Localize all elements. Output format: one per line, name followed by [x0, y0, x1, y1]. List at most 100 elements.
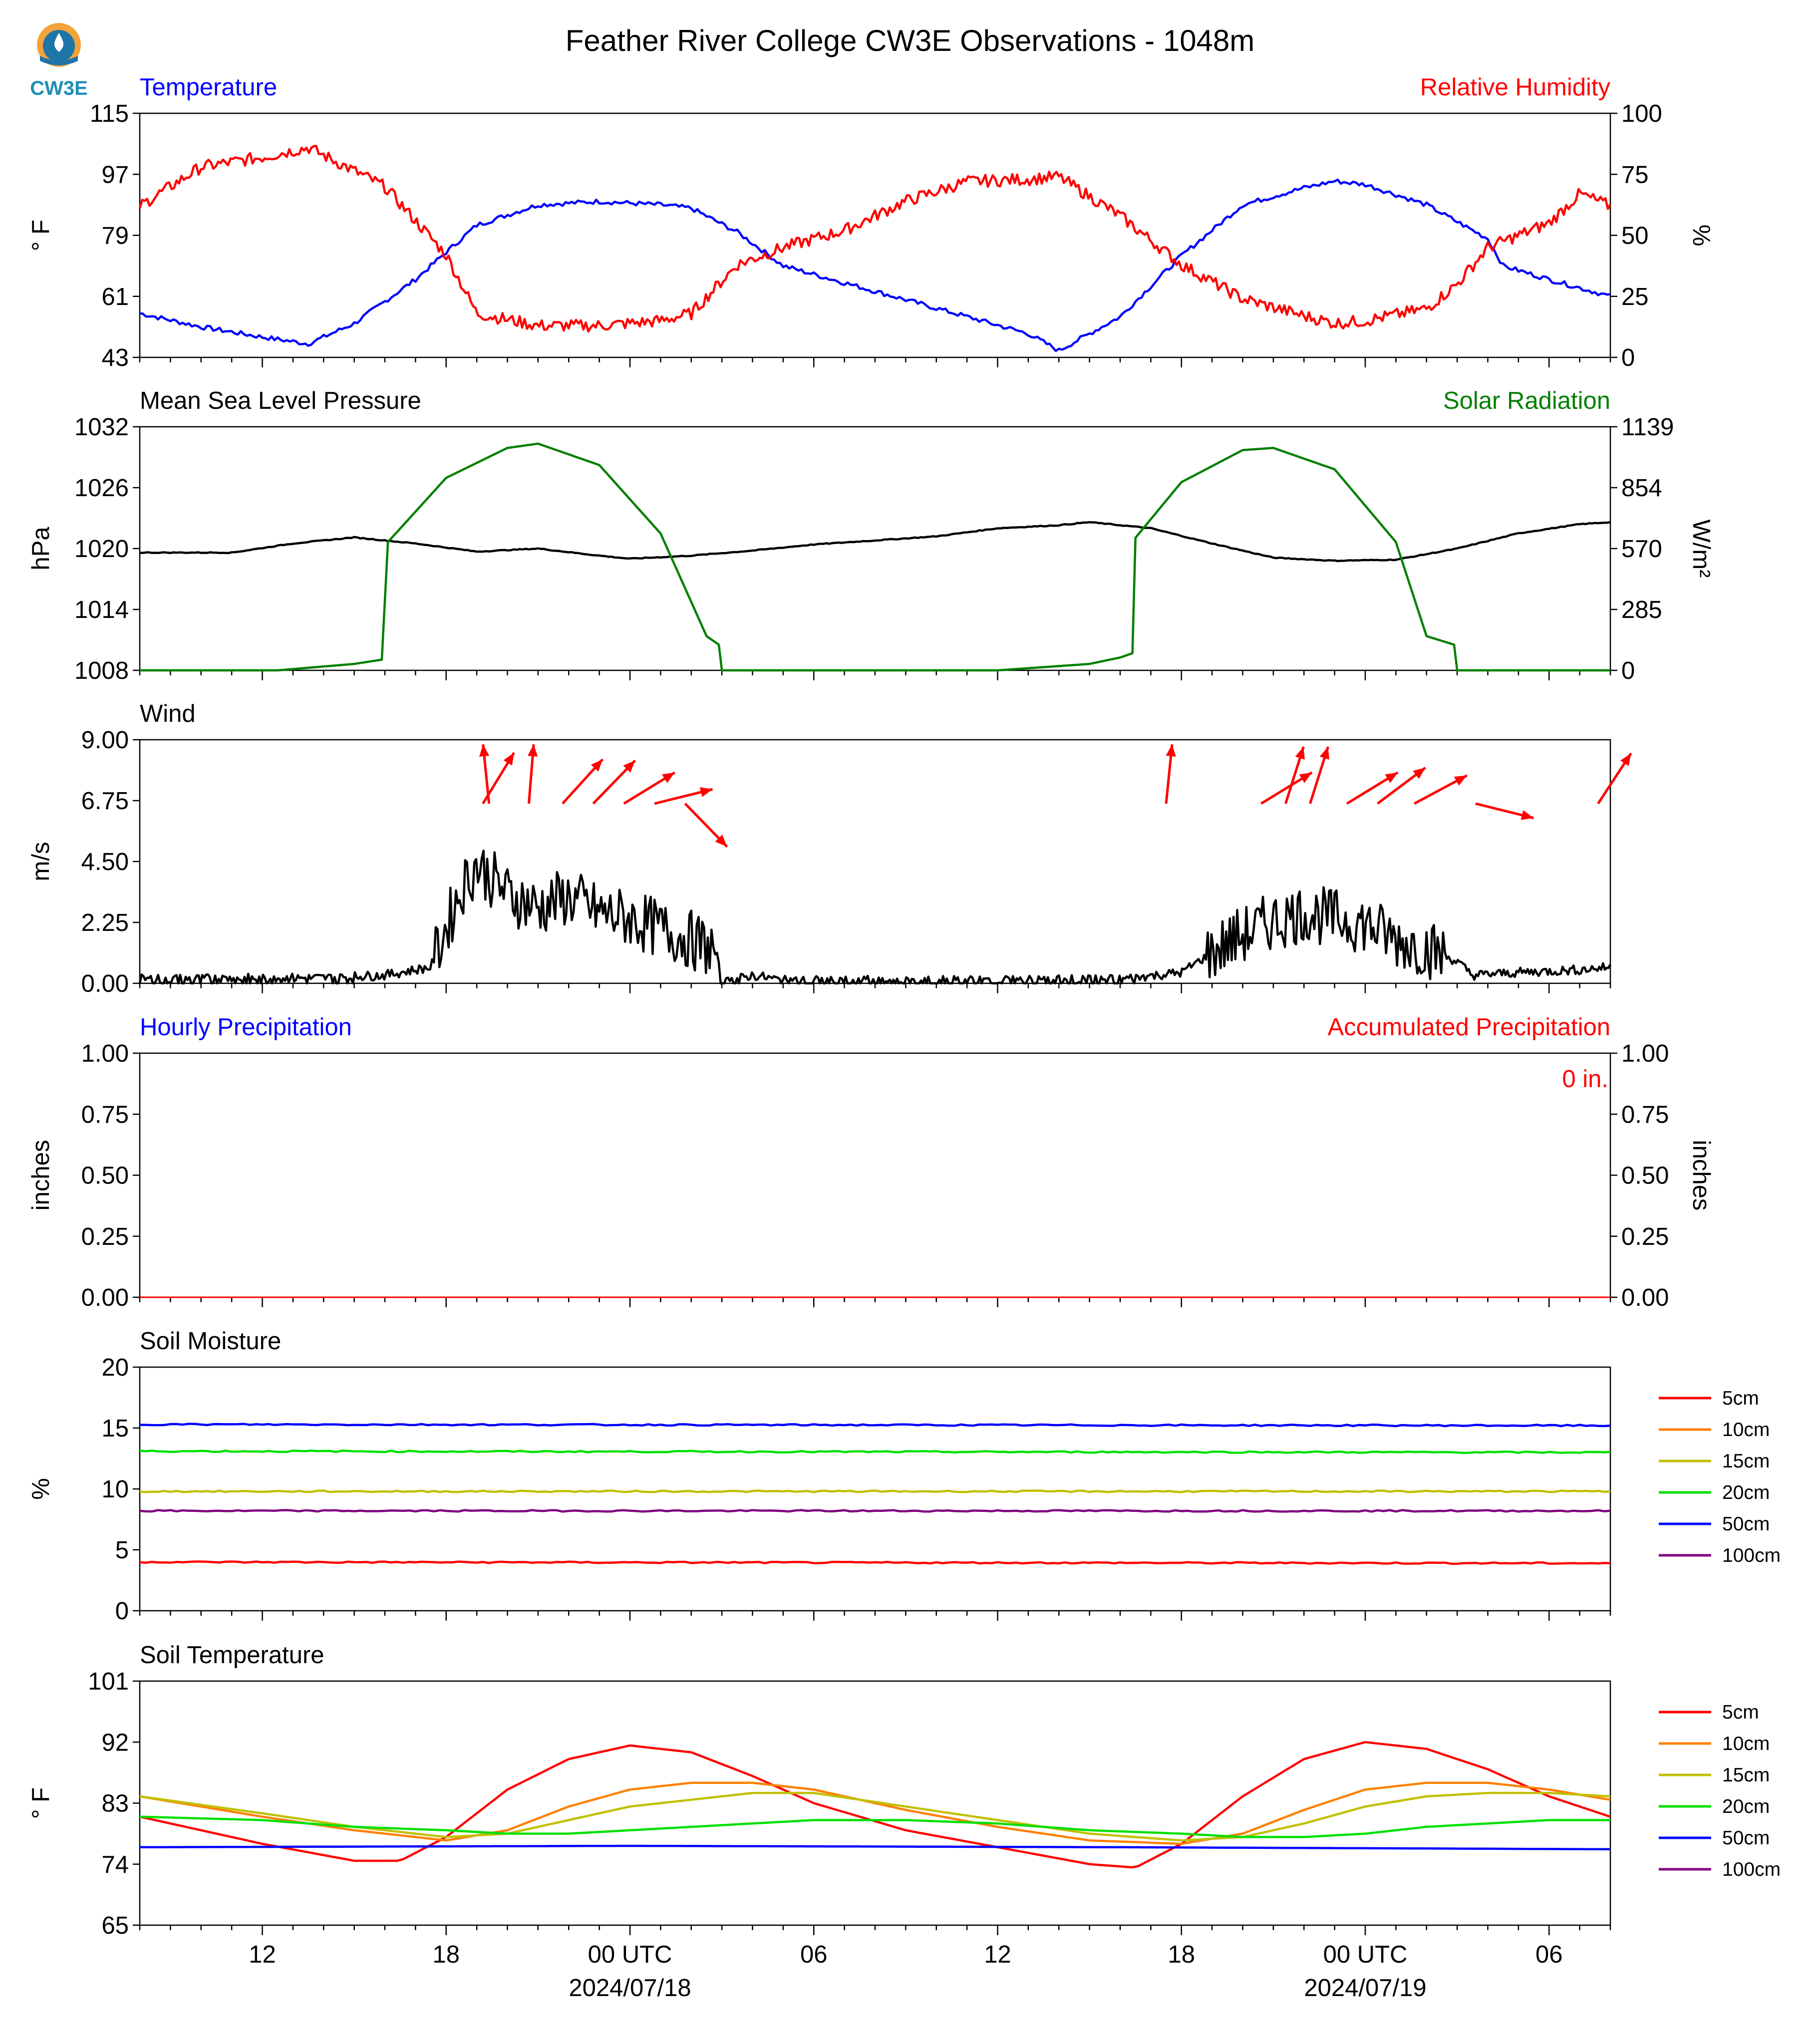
solar-line: [140, 442, 1610, 672]
wind-arrow-head: [1385, 772, 1398, 783]
soil-moisture-100cm: [139, 1509, 1611, 1513]
legend-label: 100cm: [1722, 1859, 1781, 1880]
soil-moisture-50cm: [139, 1423, 1611, 1428]
soilt-left-title: Soil Temperature: [140, 1642, 324, 1669]
wind-arrow: [1475, 802, 1534, 820]
wind-arrow: [654, 787, 713, 805]
precip-ytick-right-label: 0.00: [1621, 1284, 1669, 1311]
soilm-ytick-label: 0: [115, 1598, 129, 1625]
date-label: 2024/07/19: [1304, 1975, 1426, 2002]
accumulated-precip-value: 0 in.: [1562, 1066, 1608, 1093]
panel-soilm: 20 15 10 5 0 Soil Moisture%: [27, 1328, 1611, 1625]
wind-ytick-label: 4.50: [81, 849, 129, 875]
temp-ytick-right-label: 50: [1621, 223, 1649, 250]
time-tick-label: 18: [1168, 1941, 1195, 1968]
pres-ytick-right-label: 0: [1621, 657, 1635, 684]
temp-ytick-label: 79: [101, 223, 129, 250]
soil-temp-legend: 5cm 10cm 15cm 20cm 50cm 100cm: [1659, 1702, 1781, 1880]
wind-arrow-head: [591, 759, 603, 772]
date-label: 2024/07/18: [569, 1975, 691, 2002]
wind-arrow-head: [699, 787, 713, 797]
wind-ytick-label: 6.75: [81, 788, 129, 815]
wind-arrow: [592, 759, 636, 805]
time-tick-label: 00 UTC: [588, 1941, 672, 1968]
precip-ytick-label: 0.25: [81, 1223, 129, 1250]
time-tick-label: 06: [1535, 1941, 1563, 1968]
soil-moisture-15cm: [139, 1489, 1611, 1493]
precip-right-title: Accumulated Precipitation: [1327, 1014, 1610, 1041]
soilm-ytick-label: 15: [101, 1415, 129, 1442]
wind-arrow: [1260, 771, 1313, 805]
temp-ytick-label: 61: [101, 284, 129, 310]
legend-label: 20cm: [1722, 1482, 1770, 1503]
wind-left-unit: m/s: [27, 842, 54, 881]
panel-temp: 115 97 79 61 43 100 75 50 25 0 Temperature Relative…: [27, 74, 1715, 371]
legend-label: 5cm: [1722, 1388, 1759, 1409]
wind-arrow-head: [715, 835, 727, 847]
temp-ytick-right-label: 75: [1621, 161, 1649, 188]
soilt-ytick-label: 92: [101, 1729, 129, 1756]
pres-right-title: Solar Radiation: [1443, 387, 1610, 414]
wind-arrow-head: [528, 744, 538, 757]
precip-ytick-right-label: 1.00: [1621, 1040, 1669, 1067]
legend-label: 20cm: [1722, 1796, 1770, 1817]
pres-ytick-label: 1032: [74, 414, 129, 441]
legend-label: 15cm: [1722, 1450, 1770, 1472]
temp-right-title: Relative Humidity: [1420, 74, 1611, 101]
soilt-left-unit: ° F: [27, 1787, 54, 1819]
temp-ytick-right-label: 25: [1621, 284, 1649, 310]
soil-moisture-20cm: [139, 1449, 1611, 1454]
soilm-left-unit: %: [27, 1478, 54, 1500]
wind-arrow-head: [1299, 772, 1312, 783]
pres-ytick-right-label: 1139: [1621, 414, 1674, 441]
pres-frame: [139, 426, 1611, 671]
legend-label: 10cm: [1722, 1733, 1770, 1754]
soilm-ytick-label: 10: [101, 1476, 129, 1503]
wind-arrow: [1309, 746, 1329, 804]
wind-arrow: [1377, 767, 1427, 805]
wind-arrow: [1597, 752, 1632, 805]
temp-ytick-right-label: 0: [1621, 344, 1635, 371]
wind-arrow-head: [1520, 810, 1534, 820]
pres-ytick-label: 1026: [74, 475, 129, 502]
figure-title: Feather River College CW3E Observations …: [566, 24, 1255, 57]
precip-ytick-label: 1.00: [81, 1040, 129, 1067]
wind-ytick-label: 2.25: [81, 909, 129, 936]
precip-ytick-label: 0.50: [81, 1162, 129, 1189]
temp-ytick-right-label: 100: [1621, 100, 1662, 127]
wind-arrow: [1346, 771, 1399, 805]
precip-ytick-label: 0.00: [81, 1284, 129, 1311]
soil-moisture-legend: 5cm 10cm 15cm 20cm 50cm 100cm: [1659, 1388, 1781, 1566]
wind-arrow-head: [1454, 775, 1467, 786]
precip-ytick-right-label: 0.75: [1621, 1101, 1669, 1128]
soilm-frame: [139, 1366, 1611, 1612]
soilt-ytick-label: 83: [101, 1790, 129, 1817]
precip-frame: [139, 1052, 1611, 1298]
pres-ytick-label: 1008: [74, 657, 129, 684]
time-tick-label: 18: [432, 1941, 460, 1968]
precip-ytick-label: 0.75: [81, 1101, 129, 1128]
temp-left-unit: ° F: [27, 220, 54, 251]
wind-arrow: [1414, 774, 1468, 805]
humidity-line: [138, 145, 1611, 333]
pres-ytick-right-label: 570: [1621, 536, 1662, 563]
wind-arrow: [684, 803, 728, 848]
panel-pres: 1032 1026 1020 1014 1008 1139 854 570 285 0 Mean S…: [27, 387, 1715, 684]
soilt-ytick-label: 65: [101, 1912, 129, 1939]
temp-left-title: Temperature: [140, 74, 277, 101]
wind-arrow: [1165, 744, 1176, 804]
wind-arrow: [562, 758, 604, 805]
pres-ytick-label: 1020: [74, 536, 129, 563]
pres-ytick-label: 1014: [74, 596, 129, 623]
temp-ytick-label: 115: [90, 100, 129, 127]
pres-left-title: Mean Sea Level Pressure: [140, 387, 421, 414]
wind-speed-line: [138, 850, 1611, 985]
soilm-ytick-label: 20: [101, 1354, 129, 1381]
wind-ytick-label: 9.00: [81, 727, 129, 754]
pressure-line: [139, 521, 1611, 563]
pres-ytick-right-label: 854: [1621, 475, 1662, 502]
wind-arrow: [479, 744, 491, 804]
time-tick-label: 12: [984, 1941, 1011, 1968]
wind-arrow-head: [1295, 747, 1305, 760]
pres-left-unit: hPa: [27, 527, 54, 571]
